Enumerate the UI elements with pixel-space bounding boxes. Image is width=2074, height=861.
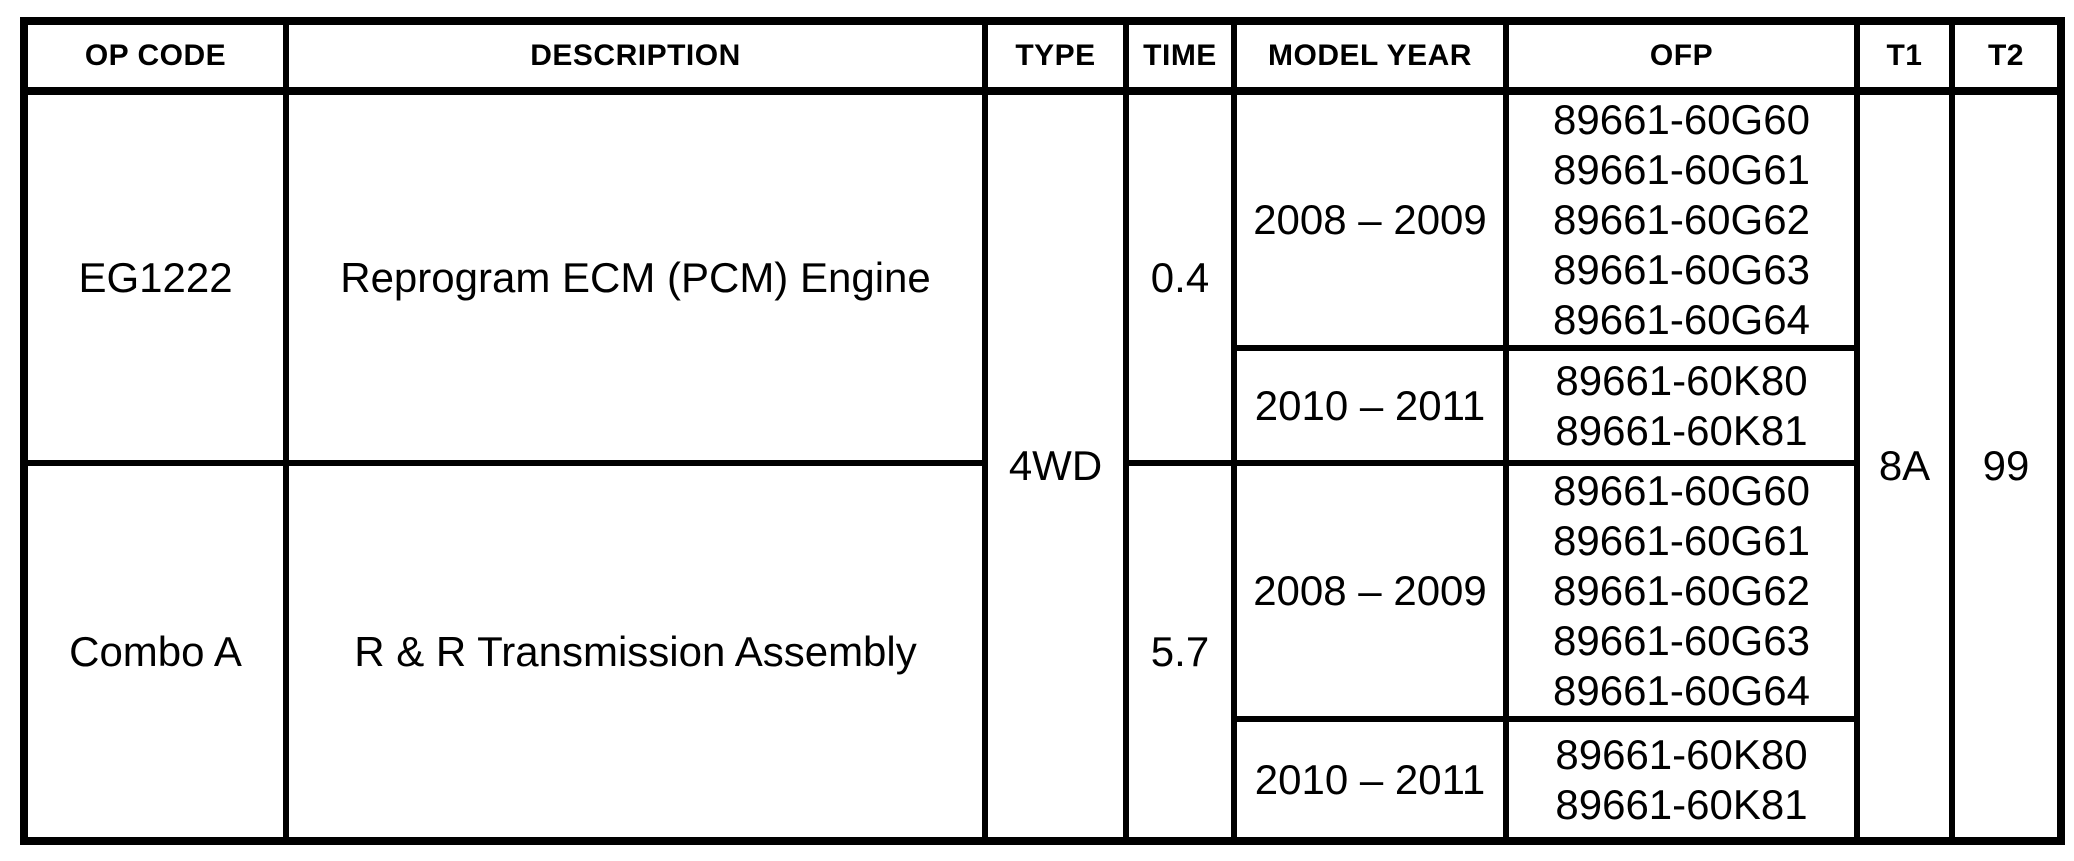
ofp-cell: 89661-60K80 89661-60K81: [1503, 716, 1860, 844]
col-header-t1: T1: [1854, 18, 1955, 95]
model-year-cell: 2008 – 2009: [1231, 88, 1509, 351]
t1-cell: 8A: [1854, 88, 1955, 844]
op-code-table: OP CODE DESCRIPTION TYPE TIME MODEL YEAR…: [20, 17, 2065, 845]
header-row: OP CODE DESCRIPTION TYPE TIME MODEL YEAR…: [21, 18, 2064, 95]
model-year-cell: 2010 – 2011: [1231, 716, 1509, 844]
table-row: 2010 – 2011 89661-60K80 89661-60K81: [24, 345, 2061, 466]
col-header-op-code: OP CODE: [21, 18, 289, 95]
model-year-cell: 2008 – 2009: [1231, 460, 1509, 722]
col-header-description: DESCRIPTION: [283, 18, 988, 95]
op-code-cell: Combo A: [21, 460, 289, 844]
col-header-t2: T2: [1949, 18, 2064, 95]
time-cell: 5.7: [1123, 460, 1237, 844]
table-row: Combo A R & R Transmission Assembly 5.7 …: [21, 460, 2061, 844]
time-cell: 0.4: [1123, 88, 1237, 466]
table-row: 2010 – 2011 89661-60K80 89661-60K81: [24, 716, 2061, 844]
description-cell: R & R Transmission Assembly: [283, 460, 988, 844]
col-header-model-year: MODEL YEAR: [1231, 18, 1509, 95]
t2-cell: 99: [1949, 88, 2064, 844]
model-year-cell: 2010 – 2011: [1231, 345, 1509, 466]
description-cell: Reprogram ECM (PCM) Engine: [283, 88, 988, 466]
table-row: EG1222 Reprogram ECM (PCM) Engine 4WD 0.…: [21, 88, 2064, 844]
col-header-type: TYPE: [982, 18, 1129, 95]
op-code-cell: EG1222: [21, 88, 289, 466]
type-cell: 4WD: [982, 88, 1129, 844]
ofp-cell: 89661-60G60 89661-60G61 89661-60G62 8966…: [1503, 88, 1860, 351]
col-header-ofp: OFP: [1503, 18, 1860, 95]
ofp-cell: 89661-60G60 89661-60G61 89661-60G62 8966…: [1503, 460, 1860, 722]
col-header-time: TIME: [1123, 18, 1237, 95]
ofp-cell: 89661-60K80 89661-60K81: [1503, 345, 1860, 466]
